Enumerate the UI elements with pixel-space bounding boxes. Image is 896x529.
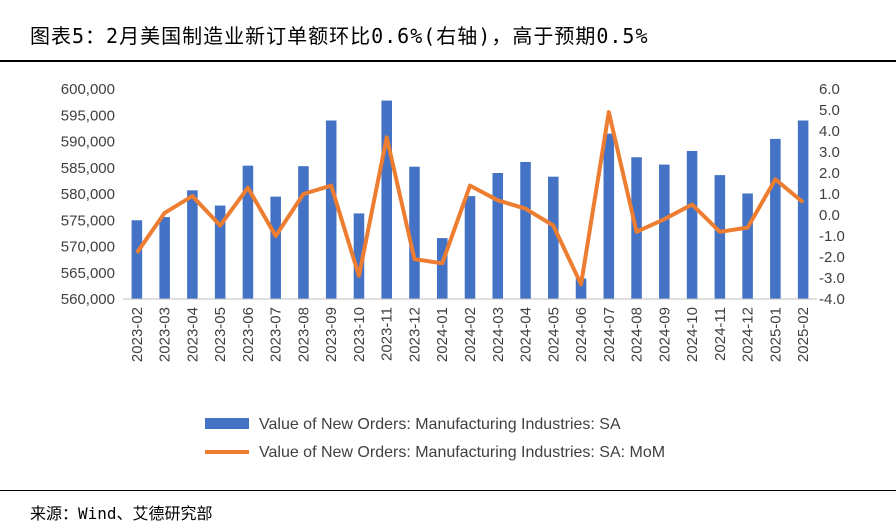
right-tick-label: 2.0	[819, 165, 840, 182]
left-tick-label: 585,000	[61, 160, 115, 177]
bar-2024-09	[659, 164, 670, 299]
bar-2024-03	[492, 173, 504, 299]
bar-2024-12	[742, 193, 753, 299]
figure-header: 图表5：2月美国制造业新订单额环比0.6%(右轴)，高于预期0.5%	[0, 0, 896, 62]
x-tick-label: 2024-11	[712, 307, 729, 361]
bar-2023-07	[270, 196, 281, 299]
right-tick-label: 3.0	[819, 144, 840, 161]
x-axis-ticks: 2023-02 2023-03 2023-04 2023-05 2023-06 2023-…	[129, 307, 812, 362]
left-tick-label: 590,000	[61, 134, 115, 151]
bar-2024-02	[464, 196, 476, 299]
x-tick-label: 2023-05	[212, 307, 229, 362]
x-tick-label: 2023-04	[184, 307, 201, 362]
x-tick-label: 2024-05	[545, 307, 562, 362]
bar-2023-10	[353, 213, 365, 299]
left-tick-label: 565,000	[61, 265, 115, 282]
x-tick-label: 2024-09	[656, 307, 673, 362]
x-tick-label: 2023-10	[351, 307, 368, 362]
right-tick-label: -4.0	[819, 291, 845, 308]
x-tick-label: 2023-08	[295, 307, 312, 362]
right-tick-label: 1.0	[819, 186, 840, 203]
x-tick-label: 2023-12	[406, 307, 423, 362]
left-tick-label: 575,000	[61, 212, 115, 229]
legend-line-label: Value of New Orders: Manufacturing Indus…	[259, 444, 665, 461]
x-tick-label: 2025-02	[795, 307, 812, 362]
x-tick-label: 2023-02	[129, 307, 146, 362]
x-tick-label: 2023-07	[268, 307, 285, 362]
bar-2023-03	[159, 217, 170, 299]
bar-2024-04	[520, 161, 531, 299]
header-divider	[0, 60, 896, 62]
right-tick-label: 0.0	[819, 207, 840, 224]
bar-2023-09	[325, 120, 337, 299]
right-tick-label: 6.0	[819, 81, 840, 98]
x-tick-label: 2024-02	[462, 307, 479, 362]
right-axis-ticks: -4.0 -3.0 -2.0 -1.0 0.0 1.0 2.0 3.0 4.0 5.0 6.0	[819, 81, 845, 308]
legend-bar-swatch	[205, 418, 249, 429]
left-tick-label: 600,000	[61, 81, 115, 98]
right-tick-label: 5.0	[819, 102, 840, 119]
x-tick-label: 2024-01	[434, 307, 451, 362]
left-tick-label: 570,000	[61, 239, 115, 256]
source-note: 来源：Wind、艾德研究部	[30, 504, 213, 523]
x-tick-label: 2024-07	[601, 307, 618, 362]
bar-2023-02	[131, 220, 143, 299]
right-tick-label: -3.0	[819, 270, 845, 287]
x-tick-label: 2025-01	[767, 307, 784, 362]
x-tick-label: 2023-11	[379, 307, 396, 361]
bar-2024-07	[603, 133, 615, 299]
footer-divider	[0, 490, 896, 491]
x-tick-label: 2024-08	[629, 307, 646, 362]
left-tick-label: 580,000	[61, 186, 115, 203]
bar-2023-05	[214, 205, 226, 299]
legend-bar-label: Value of New Orders: Manufacturing Indus…	[259, 416, 621, 433]
x-tick-label: 2023-06	[240, 307, 257, 362]
bar-2024-06	[575, 278, 587, 299]
right-tick-label: 4.0	[819, 123, 840, 140]
bar-2024-11	[714, 175, 726, 299]
bar-2025-02	[797, 120, 809, 299]
combo-chart: 560,000 565,000 570,000 575,000 580,000 585,0…	[61, 81, 845, 461]
bar-2023-08	[298, 166, 309, 299]
bar-series	[131, 100, 809, 299]
x-tick-label: 2023-09	[323, 307, 340, 362]
bar-2024-05	[548, 176, 559, 299]
x-tick-label: 2024-12	[740, 307, 757, 362]
bar-2025-01	[770, 138, 781, 299]
line-series	[135, 110, 805, 287]
right-tick-label: -2.0	[819, 249, 845, 266]
figure-title: 图表5：2月美国制造业新订单额环比0.6%(右轴)，高于预期0.5%	[30, 24, 649, 48]
x-tick-label: 2023-03	[157, 307, 174, 362]
bar-2023-06	[242, 165, 254, 299]
x-tick-label: 2024-10	[684, 307, 701, 362]
bar-2023-11	[381, 100, 392, 299]
bar-2023-12	[409, 166, 420, 299]
x-tick-label: 2024-03	[490, 307, 507, 362]
x-tick-label: 2024-04	[518, 307, 535, 362]
left-tick-label: 560,000	[61, 291, 115, 308]
bar-2024-10	[686, 150, 698, 299]
bar-2024-01	[436, 238, 448, 299]
bar-2023-04	[187, 190, 198, 299]
left-tick-label: 595,000	[61, 107, 115, 124]
left-axis-ticks: 560,000 565,000 570,000 575,000 580,000 585,0…	[61, 81, 115, 308]
right-tick-label: -1.0	[819, 228, 845, 245]
x-tick-label: 2024-06	[573, 307, 590, 362]
legend: Value of New Orders: Manufacturing Indus…	[205, 416, 665, 461]
